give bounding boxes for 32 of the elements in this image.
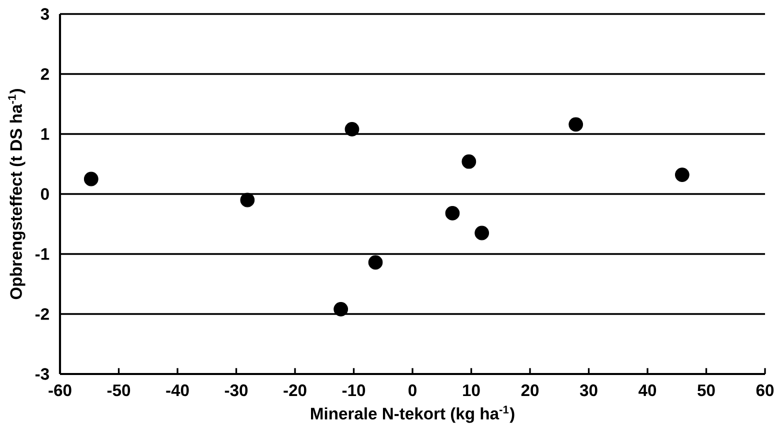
y-axis-title: Opbrengsteffect (t DS ha$^{-1}$) bbox=[8, 89, 26, 300]
y-tick-label: 1 bbox=[41, 128, 50, 140]
x-tick-label: -30 bbox=[224, 384, 248, 396]
x-tick-label: 0 bbox=[408, 384, 416, 396]
point bbox=[674, 168, 690, 182]
point bbox=[334, 302, 348, 316]
x-tick-label: 40 bbox=[638, 384, 656, 396]
point bbox=[474, 226, 490, 240]
point bbox=[445, 206, 460, 220]
x-tick-label: 50 bbox=[698, 384, 715, 396]
x-tick-label: 20 bbox=[521, 384, 539, 396]
point bbox=[240, 192, 255, 208]
point bbox=[368, 255, 383, 270]
point bbox=[84, 172, 98, 186]
x-tick-label: -60 bbox=[48, 384, 72, 396]
point bbox=[568, 117, 584, 132]
x-tick-label: -50 bbox=[107, 384, 130, 396]
y-tick-label: 2 bbox=[40, 68, 49, 80]
y-tick-label: -3 bbox=[35, 368, 49, 380]
y-tick-label: 3 bbox=[40, 8, 49, 20]
x-tick-label: 30 bbox=[580, 384, 598, 396]
x-tick-label: -40 bbox=[166, 384, 189, 396]
x-tick-label: 10 bbox=[463, 384, 480, 396]
point bbox=[462, 154, 476, 169]
x-tick-label: 60 bbox=[756, 384, 774, 396]
y-tick-label: -1 bbox=[35, 248, 50, 260]
y-tick-label: 0 bbox=[40, 188, 49, 200]
y-tick-label: -2 bbox=[35, 308, 49, 320]
x-tick-label: -20 bbox=[284, 384, 306, 396]
point bbox=[344, 122, 360, 136]
x-tick-label: -10 bbox=[342, 384, 366, 396]
x-axis-title: Minerale N-tekort (kg ha$^{-1}$) bbox=[311, 406, 514, 423]
